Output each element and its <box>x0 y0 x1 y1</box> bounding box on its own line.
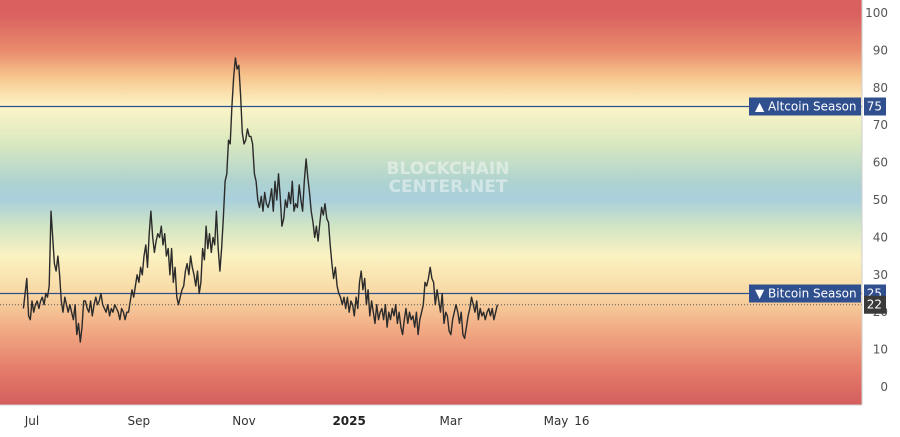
x-tick-label: 16 <box>574 414 589 428</box>
x-tick-label: May <box>544 414 569 428</box>
level-value-text: 75 <box>867 100 882 114</box>
x-axis-strip <box>0 405 900 437</box>
y-tick-label: 50 <box>873 193 888 207</box>
x-tick-label: Jul <box>24 414 39 428</box>
y-tick-label: 60 <box>873 156 888 170</box>
series-layer <box>22 57 499 343</box>
x-tick-label: 2025 <box>332 414 365 428</box>
level-label-box <box>749 97 861 116</box>
x-tick-label: Nov <box>232 414 255 428</box>
current-value-box <box>864 295 886 314</box>
y-tick-label: 10 <box>873 343 888 357</box>
y-axis-strip <box>862 0 900 437</box>
plot-background <box>0 0 862 405</box>
y-tick-label: 100 <box>865 6 888 20</box>
watermark-line-2: CENTER.NET <box>389 177 508 197</box>
y-tick-label: 0 <box>880 380 888 394</box>
y-tick-label: 90 <box>873 43 888 57</box>
x-tick-label: Mar <box>440 414 463 428</box>
x-axis: Jul Sep Nov 2025 Mar May 16 <box>0 404 862 428</box>
series-line <box>22 57 499 343</box>
watermark: BLOCKCHAIN CENTER.NET <box>387 159 510 197</box>
y-tick-label: 30 <box>873 268 888 282</box>
level-value-box <box>864 97 886 116</box>
level-label-text: ▼ Bitcoin Season <box>755 287 857 301</box>
current-value-text: 22 <box>867 298 882 312</box>
y-tick-label: 70 <box>873 118 888 132</box>
y-tick-label: 80 <box>873 81 888 95</box>
watermark-line-1: BLOCKCHAIN <box>387 159 510 179</box>
level-label-text: ▲ Altcoin Season <box>755 100 857 114</box>
y-axis: 0102030405060708090100 <box>861 0 888 405</box>
y-tick-label: 40 <box>873 230 888 244</box>
level-lines <box>0 105 862 295</box>
level-label-box <box>749 284 861 303</box>
x-tick-label: Sep <box>128 414 151 428</box>
